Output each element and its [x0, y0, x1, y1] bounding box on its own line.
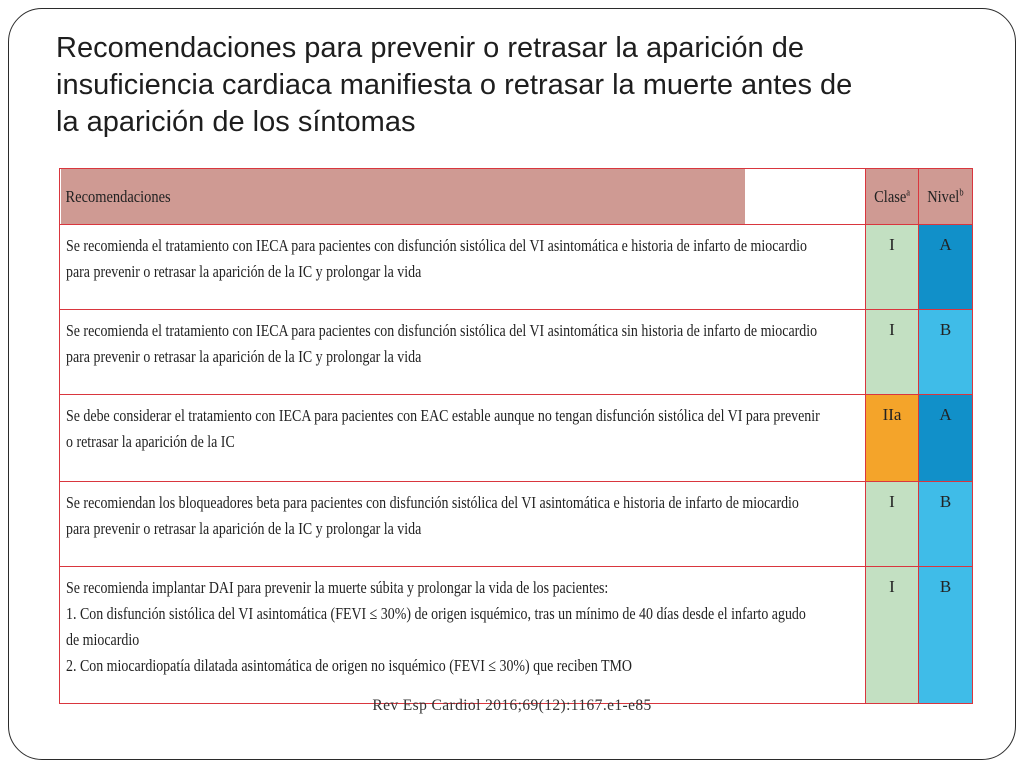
class-cell: I: [865, 309, 919, 395]
table-row: Se debe considerar el tratamiento con IE…: [59, 394, 973, 482]
recommendation-line: o retrasar la aparición de la IC: [66, 432, 235, 451]
table-row: Se recomienda el tratamiento con IECA pa…: [59, 309, 973, 395]
level-cell: B: [918, 481, 973, 567]
recommendation-line: para prevenir o retrasar la aparición de…: [66, 262, 422, 281]
recommendation-line: de miocardio: [66, 630, 140, 649]
level-cell: B: [918, 566, 973, 704]
table-row: Se recomienda implantar DAI para preveni…: [59, 566, 973, 704]
table-row: Se recomienda el tratamiento con IECA pa…: [59, 224, 973, 310]
slide-title: Recomendaciones para prevenir o retrasar…: [56, 30, 986, 141]
recommendation-line: 2. Con miocardiopatía dilatada asintomát…: [66, 656, 633, 675]
recommendation-line: Se debe considerar el tratamiento con IE…: [66, 406, 820, 425]
recommendation-text: Se recomienda implantar DAI para preveni…: [59, 566, 866, 704]
recommendation-line: Se recomienda el tratamiento con IECA pa…: [66, 321, 818, 340]
header-recommendations: Recomendaciones: [59, 168, 746, 225]
level-cell: A: [918, 224, 973, 310]
table-header-row: Recomendaciones Clasea Nivelb: [59, 168, 973, 225]
recommendation-text: Se recomienda el tratamiento con IECA pa…: [59, 309, 866, 395]
recommendation-text: Se debe considerar el tratamiento con IE…: [59, 394, 866, 482]
level-cell: B: [918, 309, 973, 395]
title-line: Recomendaciones para prevenir o retrasar…: [56, 32, 804, 64]
title-line: insuficiencia cardiaca manifiesta o retr…: [56, 69, 853, 101]
class-cell: I: [865, 566, 919, 704]
level-cell: A: [918, 394, 973, 482]
recommendation-line: para prevenir o retrasar la aparición de…: [66, 519, 422, 538]
recommendations-table: Recomendaciones Clasea Nivelb Se recomie…: [59, 168, 973, 704]
class-cell: I: [865, 224, 919, 310]
recommendation-line: Se recomienda implantar DAI para preveni…: [66, 578, 609, 597]
recommendation-text: Se recomienda el tratamiento con IECA pa…: [59, 224, 866, 310]
header-level: Nivelb: [918, 168, 973, 225]
title-line: la aparición de los síntomas: [56, 106, 416, 138]
recommendation-line: 1. Con disfunción sistólica del VI asint…: [66, 604, 806, 623]
recommendation-line: Se recomienda el tratamiento con IECA pa…: [66, 236, 808, 255]
class-cell: I: [865, 481, 919, 567]
recommendation-text: Se recomiendan los bloqueadores beta par…: [59, 481, 866, 567]
header-class: Clasea: [865, 168, 919, 225]
class-cell: IIa: [865, 394, 919, 482]
recommendation-line: para prevenir o retrasar la aparición de…: [66, 347, 422, 366]
table-row: Se recomiendan los bloqueadores beta par…: [59, 481, 973, 567]
recommendation-line: Se recomiendan los bloqueadores beta par…: [66, 493, 799, 512]
citation: Rev Esp Cardiol 2016;69(12):1167.e1-e85: [372, 697, 652, 714]
